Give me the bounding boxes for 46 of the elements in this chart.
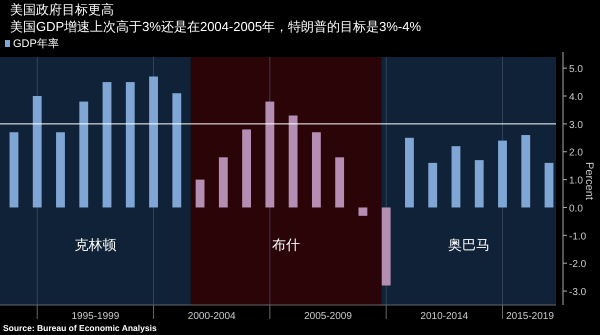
legend-label: GDP年率 bbox=[13, 37, 59, 50]
bar bbox=[312, 132, 321, 208]
y-tick-label: 3.0 bbox=[569, 120, 584, 131]
source-note: Source: Bureau of Economic Analysis bbox=[3, 323, 157, 333]
chart-title: 美国政府目标更高 bbox=[10, 2, 114, 17]
y-tick-label: -1.0 bbox=[569, 231, 587, 242]
bar bbox=[242, 129, 252, 208]
y-tick-label: 5.0 bbox=[569, 64, 584, 76]
bar bbox=[102, 82, 112, 208]
bar bbox=[288, 116, 298, 208]
y-tick-label: -3.0 bbox=[569, 287, 587, 298]
bar bbox=[452, 146, 460, 208]
bar bbox=[428, 162, 438, 208]
chart-subtitle: 美国GDP增速上次高于3%还是在2004-2005年，特朗普的目标是3%-4% bbox=[10, 19, 422, 34]
bar bbox=[382, 207, 391, 286]
text: 2010-2014 bbox=[420, 311, 469, 322]
y-tick-label: 1.0 bbox=[569, 176, 584, 187]
bar bbox=[265, 102, 274, 208]
bar bbox=[405, 138, 414, 208]
bar bbox=[544, 162, 554, 208]
annotation: 克林顿 bbox=[74, 236, 116, 252]
text: 2015-2019 bbox=[506, 311, 554, 322]
annotation: 奥巴马 bbox=[448, 236, 490, 252]
annotation: 布什 bbox=[272, 236, 300, 252]
bar bbox=[126, 82, 135, 208]
y-tick-label: 4.0 bbox=[569, 92, 584, 104]
bar bbox=[10, 132, 18, 208]
text: 2000-2004 bbox=[188, 311, 236, 322]
y-tick-label: 0.0 bbox=[569, 203, 584, 214]
bar bbox=[218, 157, 228, 208]
bar bbox=[196, 180, 204, 208]
bar bbox=[335, 157, 344, 208]
bar bbox=[56, 132, 65, 208]
bar bbox=[149, 76, 158, 208]
bar bbox=[498, 140, 507, 208]
bar bbox=[32, 96, 42, 208]
bar bbox=[358, 207, 368, 216]
bar bbox=[521, 135, 530, 208]
bar bbox=[172, 93, 182, 208]
text: 2005-2009 bbox=[304, 311, 352, 322]
bar bbox=[79, 102, 88, 208]
y-tick-label: 2.0 bbox=[569, 148, 584, 159]
text: 1995-1999 bbox=[71, 311, 120, 322]
y-tick-label: -2.0 bbox=[569, 259, 587, 270]
y-axis-title: Percent bbox=[583, 162, 595, 200]
bar bbox=[474, 160, 484, 208]
